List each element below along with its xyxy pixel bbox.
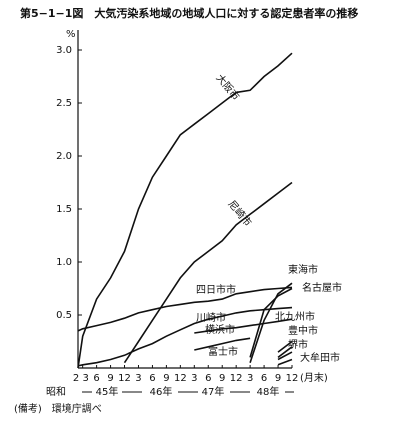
y-tick-label: 3.0: [56, 45, 72, 56]
series-line: [249, 287, 293, 358]
series-label: 名古屋市: [302, 281, 342, 294]
series-label: 北九州市: [275, 310, 315, 323]
series-line: [277, 351, 293, 361]
series-line: [194, 318, 293, 334]
x-tick-label: 3: [135, 373, 141, 384]
series-label: 川崎市: [196, 311, 226, 324]
x-unit: (月末): [300, 371, 328, 384]
x-group-label: 46年: [150, 385, 173, 398]
series-line: [277, 346, 293, 359]
y-tick-label: 0.5: [56, 310, 72, 321]
x-tick-label: 9: [107, 373, 113, 384]
series-line: [277, 340, 293, 353]
x-group-label: 47年: [202, 385, 225, 398]
series-line: [194, 337, 251, 351]
x-tick-label: 9: [219, 373, 225, 384]
x-tick-label: 3: [191, 373, 197, 384]
series-line: [77, 306, 293, 367]
y-tick-label: 1.5: [56, 204, 72, 215]
series-label: 富士市: [208, 345, 238, 358]
x-tick-label: 12: [174, 373, 187, 384]
x-tick-label: 3: [82, 373, 88, 384]
x-group-label: 45年: [96, 385, 119, 398]
series-line: [77, 52, 293, 369]
x-tick-label: 6: [93, 373, 99, 384]
series-label: 堺市: [288, 338, 308, 351]
series-label: 尼崎市: [225, 198, 254, 229]
series-label: 四日市市: [196, 283, 236, 296]
note: (備考) 環境庁調べ: [14, 402, 102, 415]
x-tick-label: 9: [163, 373, 169, 384]
series-label: 横浜市: [205, 323, 235, 336]
y-tick-label: 2.5: [56, 98, 72, 109]
x-tick-label: 3: [247, 373, 253, 384]
x-group-label: 昭和: [46, 386, 66, 398]
y-tick-label: 1.0: [56, 257, 72, 268]
y-tick-label: 2.0: [56, 151, 72, 162]
y-unit: %: [66, 29, 76, 40]
series-label: 豊中市: [288, 324, 318, 337]
series-line: [77, 286, 293, 332]
x-tick-label: 2: [73, 373, 79, 384]
series-line: [123, 181, 293, 364]
x-tick-label: 12: [118, 373, 131, 384]
series-label: 東海市: [288, 263, 318, 276]
x-tick-label: 12: [230, 373, 243, 384]
chart-title: 第5−1−1図 大気汚染系地域の地域人口に対する認定患者率の推移: [20, 6, 358, 20]
x-group-label: 48年: [257, 385, 280, 398]
x-tick-label: 9: [275, 373, 281, 384]
x-tick-label: 6: [149, 373, 155, 384]
series-line: [249, 282, 293, 363]
x-tick-label: 6: [261, 373, 267, 384]
series-label: 大牟田市: [300, 351, 340, 364]
x-tick-label: 6: [205, 373, 211, 384]
series-line: [277, 358, 293, 366]
x-tick-label: 12: [286, 373, 299, 384]
